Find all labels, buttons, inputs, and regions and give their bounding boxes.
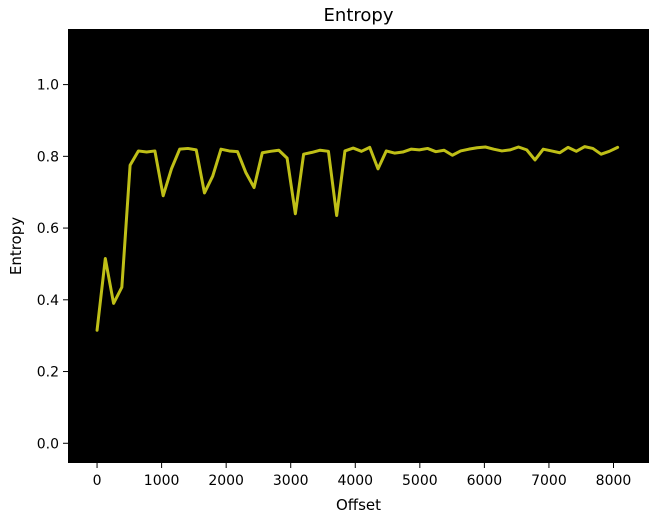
x-axis-label: Offset <box>336 496 381 514</box>
x-axis: 0 1000 2000 3000 4000 5000 6000 7000 8000 <box>93 463 632 489</box>
y-tick-label: 0.0 <box>37 436 59 452</box>
x-tick-label: 0 <box>93 473 102 489</box>
chart-title: Entropy <box>324 5 394 26</box>
y-axis: 0.0 0.2 0.4 0.6 0.8 1.0 <box>37 78 68 452</box>
x-tick-label: 5000 <box>402 473 438 489</box>
series-layer <box>95 145 620 332</box>
y-tick-label: 1.0 <box>37 78 59 94</box>
y-tick-label: 0.6 <box>37 221 59 237</box>
x-tick-label: 8000 <box>596 473 632 489</box>
plot-area <box>68 29 649 463</box>
x-tick-label: 6000 <box>467 473 503 489</box>
y-tick-label: 0.4 <box>37 293 59 309</box>
x-tick-label: 2000 <box>208 473 244 489</box>
x-tick-label: 3000 <box>273 473 309 489</box>
x-tick-label: 4000 <box>337 473 373 489</box>
series-line-0 <box>95 145 620 332</box>
y-tick-label: 0.8 <box>37 149 59 165</box>
x-tick-label: 7000 <box>531 473 567 489</box>
x-tick-label: 1000 <box>144 473 180 489</box>
y-axis-label: Entropy <box>7 217 25 275</box>
y-tick-label: 0.2 <box>37 365 59 381</box>
